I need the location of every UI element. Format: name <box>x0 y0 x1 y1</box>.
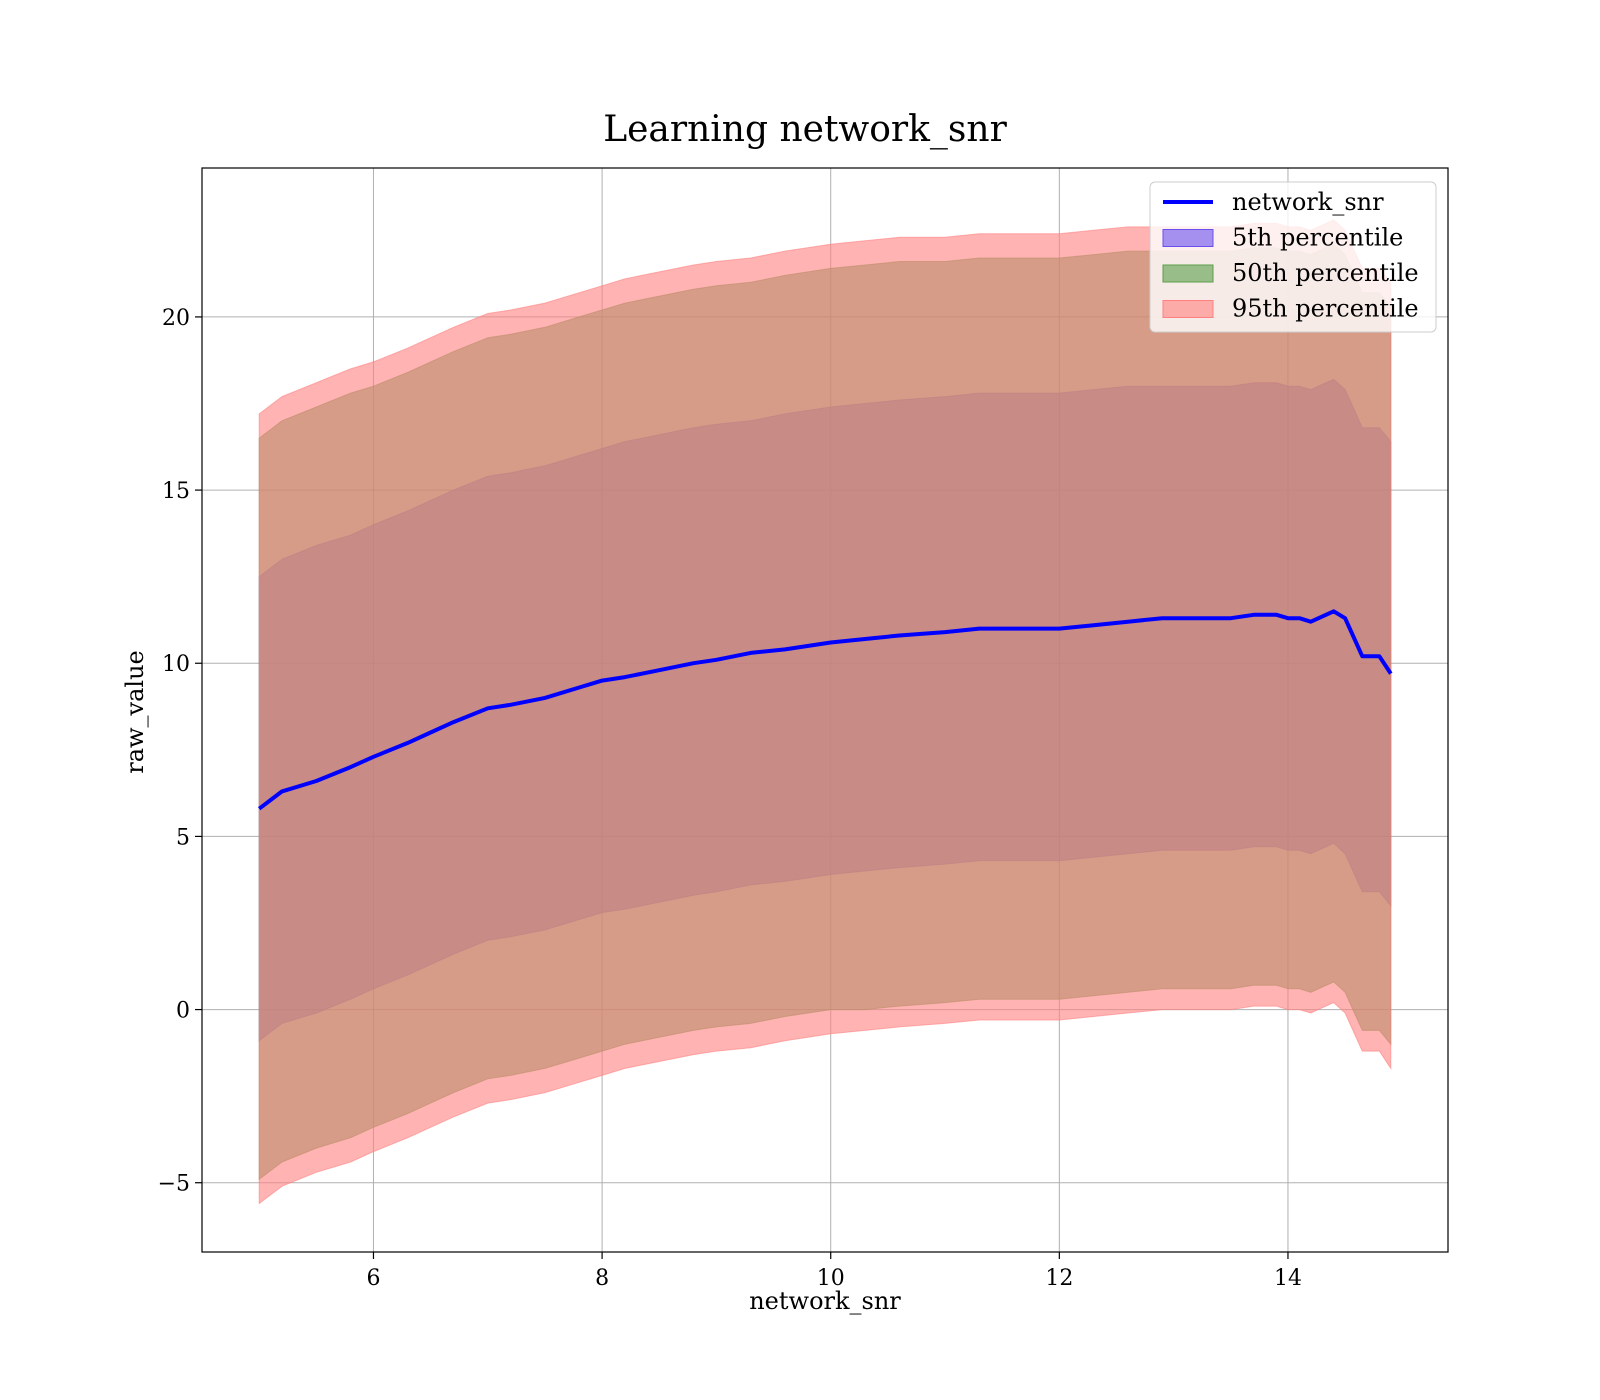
y-tick-label: 20 <box>162 306 190 331</box>
plot-frame <box>201 167 1449 1253</box>
legend-swatch <box>1162 300 1214 318</box>
x-tick-label: 10 <box>817 1266 845 1291</box>
legend: network_snr 5th percentile 50th percentile… <box>1149 181 1437 333</box>
y-axis-label: raw_value <box>121 650 149 774</box>
x-tick-label: 14 <box>1274 1266 1302 1291</box>
legend-label: network_snr <box>1232 188 1384 216</box>
x-tick-label: 12 <box>1045 1266 1073 1291</box>
y-tick-label: 0 <box>176 999 190 1024</box>
chart-title: Learning network_snr <box>603 109 1007 150</box>
y-tick-label: 5 <box>176 825 190 850</box>
legend-label: 95th percentile <box>1232 295 1419 323</box>
y-axis-ticks: −5 0 5 10 15 20 <box>158 306 202 1197</box>
legend-swatch <box>1162 229 1214 247</box>
legend-label: 5th percentile <box>1232 224 1403 252</box>
x-tick-label: 6 <box>366 1266 380 1291</box>
x-axis-label: network_snr <box>749 1287 901 1315</box>
legend-swatch <box>1162 264 1214 283</box>
line-series-0 <box>257 609 1393 811</box>
band-series-3 <box>258 219 1392 1205</box>
x-axis-ticks: 6 8 10 12 14 <box>366 1252 1302 1291</box>
y-tick-label: 15 <box>162 479 190 504</box>
legend-box <box>1149 181 1437 333</box>
legend-label: 50th percentile <box>1232 259 1419 287</box>
x-tick-label: 8 <box>595 1266 609 1291</box>
legend-items: network_snr 5th percentile 50th percentile… <box>1162 188 1419 323</box>
y-tick-label: −5 <box>158 1172 190 1197</box>
y-tick-label: 10 <box>162 652 190 677</box>
percentile-bands <box>258 219 1392 1205</box>
series-lines <box>257 609 1393 811</box>
